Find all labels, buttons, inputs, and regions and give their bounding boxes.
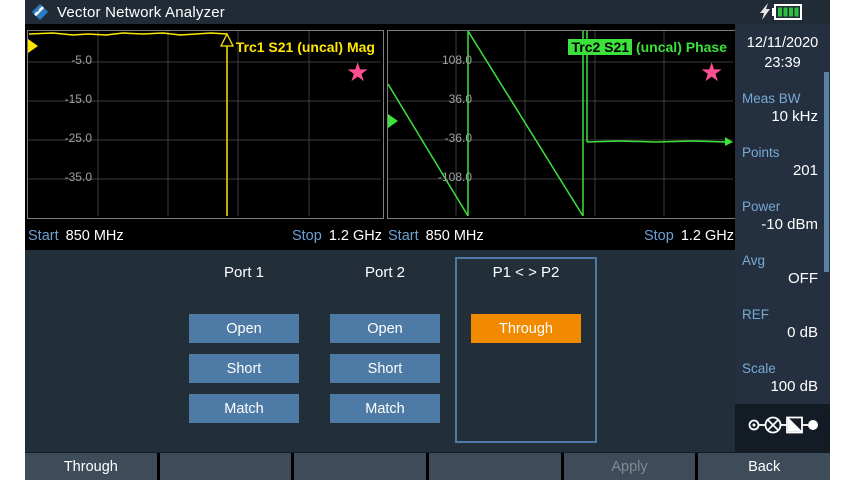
param-value: OFF	[788, 270, 818, 287]
start-value: 850 MHz	[65, 228, 124, 244]
port2-short-button[interactable]: Short	[330, 354, 440, 383]
sidebar-item-points[interactable]: Points 201	[735, 144, 830, 181]
phase-frequency-row: Start 850 MHz Stop 1.2 GHz	[388, 228, 734, 248]
port1-match-button[interactable]: Match	[189, 394, 299, 423]
port1-open-button[interactable]: Open	[189, 314, 299, 343]
p1p2-group-box	[455, 257, 597, 443]
param-label: Scale	[742, 361, 776, 376]
trace1-title: Trc1 S21 (uncal) Mag	[235, 39, 375, 55]
pink-star-icon: ★	[346, 57, 370, 87]
softkey-empty-2	[294, 453, 427, 480]
through-button-selected[interactable]: Through	[471, 314, 581, 343]
calibration-dialog: Port 1 Port 2 P1 < > P2 Open Short Match…	[25, 250, 735, 452]
param-label: Points	[742, 145, 780, 160]
sidebar-item-avg[interactable]: Avg OFF	[735, 252, 830, 289]
magnitude-trace-plot	[28, 31, 381, 216]
start-label: Start	[388, 228, 419, 244]
y-tick: -108.0	[437, 170, 472, 184]
param-value: 0 dB	[787, 324, 818, 341]
param-label: Avg	[742, 253, 766, 268]
stop-label: Stop	[643, 228, 674, 244]
softkey-back[interactable]: Back	[698, 453, 831, 480]
y-tick: -36.0	[444, 131, 472, 145]
softkey-apply[interactable]: Apply	[563, 453, 696, 480]
title-bar: Vector Network Analyzer	[25, 0, 830, 24]
softkey-bar: Through Apply Back	[25, 453, 831, 480]
sidebar-scrollbar[interactable]	[824, 72, 829, 272]
calibration-standards-status	[748, 410, 820, 445]
pink-star-icon: ★	[700, 57, 724, 87]
param-value: 100 dB	[770, 378, 818, 395]
param-label: Power	[742, 199, 781, 214]
stop-label: Stop	[291, 228, 322, 244]
settings-sidebar: 12/11/2020 23:39 Meas BW 10 kHz Points 2…	[735, 24, 830, 404]
port1-short-button[interactable]: Short	[189, 354, 299, 383]
softkey-through[interactable]: Through	[25, 453, 157, 480]
phase-chart[interactable]: 108.0 36.0 -36.0 -108.0 Trc2 S21 (uncal)…	[387, 30, 736, 219]
trace2-title: Trc2 S21 (uncal) Phase	[568, 39, 727, 55]
param-label: Meas BW	[742, 91, 801, 106]
date-value: 12/11/2020	[746, 35, 819, 51]
y-tick: 36.0	[448, 92, 472, 106]
time-value: 23:39	[764, 55, 801, 71]
charts-area: -5.0 -15.0 -25.0 -35.0 Trc1 S21 (uncal) …	[25, 24, 736, 250]
trace2-title-highlight: Trc2 S21	[568, 39, 633, 55]
start-value: 850 MHz	[425, 228, 484, 244]
port2-match-button[interactable]: Match	[330, 394, 440, 423]
port2-header: Port 2	[364, 264, 406, 281]
p1p2-header: P1 < > P2	[492, 264, 560, 281]
port1-header: Port 1	[223, 264, 265, 281]
two-port-calibration-icon	[748, 416, 818, 434]
param-label: REF	[742, 307, 769, 322]
battery-charging-icon	[760, 3, 802, 20]
y-tick: -35.0	[64, 170, 92, 184]
y-tick: -25.0	[64, 131, 92, 145]
stop-value: 1.2 GHz	[328, 228, 382, 244]
rohde-schwarz-logo-icon	[31, 3, 49, 21]
y-tick: -5.0	[71, 53, 92, 67]
sidebar-item-ref[interactable]: REF 0 dB	[735, 306, 830, 343]
start-label: Start	[28, 228, 59, 244]
mag-frequency-row: Start 850 MHz Stop 1.2 GHz	[28, 228, 382, 248]
stop-value: 1.2 GHz	[680, 228, 734, 244]
trace2-title-rest: (uncal) Phase	[635, 39, 727, 55]
datetime-display: 12/11/2020 23:39	[735, 24, 830, 73]
app-title: Vector Network Analyzer	[57, 3, 226, 21]
param-value: 10 kHz	[771, 108, 818, 125]
magnitude-chart[interactable]: -5.0 -15.0 -25.0 -35.0 Trc1 S21 (uncal) …	[27, 30, 384, 219]
sidebar-item-power[interactable]: Power -10 dBm	[735, 198, 830, 235]
param-value: -10 dBm	[761, 216, 818, 233]
sidebar-item-scale[interactable]: Scale 100 dB	[735, 360, 830, 397]
port2-open-button[interactable]: Open	[330, 314, 440, 343]
y-tick: -15.0	[64, 92, 92, 106]
y-tick: 108.0	[441, 53, 472, 67]
sidebar-item-meas-bw[interactable]: Meas BW 10 kHz	[735, 90, 830, 127]
softkey-empty-1	[159, 453, 292, 480]
param-value: 201	[792, 162, 818, 179]
softkey-empty-3	[429, 453, 561, 480]
instrument-screen: Vector Network Analyzer	[25, 0, 831, 480]
